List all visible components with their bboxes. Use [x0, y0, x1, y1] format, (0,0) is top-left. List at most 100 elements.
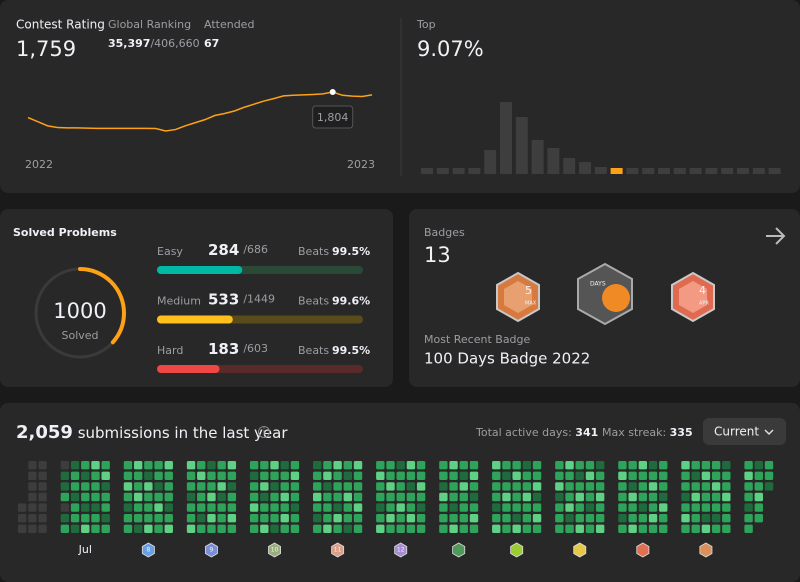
day-cell	[565, 503, 574, 512]
day-cell	[722, 524, 731, 533]
progress-bar	[157, 315, 233, 324]
day-cell	[290, 514, 300, 523]
difficulty-name: Easy	[157, 245, 183, 258]
attended: 67	[204, 37, 219, 50]
day-cell	[28, 524, 37, 533]
day-cell	[575, 524, 584, 533]
day-cell	[595, 492, 605, 502]
hist-bar	[626, 168, 639, 174]
day-cell	[144, 514, 153, 523]
day-cell	[638, 471, 648, 480]
day-cell	[154, 514, 163, 523]
progress-bar	[157, 365, 220, 373]
day-cell	[60, 503, 70, 512]
ranking: 35,397/406,660	[108, 37, 200, 50]
day-cell	[207, 514, 216, 523]
day-cell	[744, 482, 753, 491]
month-icon	[204, 542, 218, 558]
day-cell	[691, 471, 700, 480]
recent-label: Most Recent Badge	[424, 333, 531, 346]
day-cell	[575, 514, 584, 523]
day-cell	[469, 492, 479, 502]
day-cell	[754, 461, 763, 470]
day-cell	[396, 514, 405, 523]
day-cell	[502, 503, 511, 512]
total-value: /686	[243, 243, 268, 256]
day-cell	[681, 482, 690, 491]
day-cell	[154, 461, 163, 470]
day-cell	[207, 471, 216, 480]
day-cell	[186, 514, 196, 523]
day-cell	[207, 461, 216, 470]
day-cell	[595, 461, 605, 470]
day-cell	[754, 471, 763, 480]
day-cell	[575, 482, 584, 491]
day-cell	[575, 471, 584, 480]
day-cell	[595, 482, 605, 491]
day-cell	[449, 492, 458, 502]
day-cell	[648, 461, 658, 470]
day-cell	[459, 482, 468, 491]
hist-bar	[515, 117, 528, 174]
day-cell	[722, 471, 731, 480]
info-icon[interactable]	[258, 426, 270, 438]
day-cell	[744, 524, 753, 533]
day-cell	[502, 482, 511, 491]
solved-value: 533	[208, 290, 239, 308]
day-cell	[638, 482, 648, 491]
day-cell	[648, 524, 658, 533]
beats-label: Beats	[298, 295, 329, 308]
day-cell	[396, 492, 405, 502]
day-cell	[323, 503, 332, 512]
day-cell	[313, 503, 322, 512]
day-cell	[28, 514, 37, 523]
day-cell	[323, 524, 332, 533]
day-cell	[595, 514, 605, 523]
day-cell	[249, 503, 259, 512]
day-cell	[459, 461, 468, 470]
top-label: Top	[416, 18, 436, 31]
day-cell	[154, 503, 163, 512]
day-cell	[144, 461, 153, 470]
day-cell	[532, 461, 542, 470]
day-cell	[502, 524, 511, 533]
day-cell	[91, 482, 100, 491]
day-cell	[585, 503, 595, 512]
badges-arrow[interactable]	[766, 227, 786, 245]
day-cell	[28, 482, 37, 491]
day-cell	[681, 514, 690, 523]
day-cell	[343, 471, 353, 480]
difficulty-count: 284/686	[208, 241, 268, 259]
day-cell	[207, 482, 216, 491]
day-cell	[502, 514, 511, 523]
day-cell	[353, 503, 363, 512]
day-cell	[123, 514, 133, 523]
day-cell	[618, 503, 627, 512]
day-cell	[186, 524, 196, 533]
day-cell	[81, 524, 90, 533]
day-cell	[585, 461, 595, 470]
badge-3-text: 4	[699, 284, 706, 297]
hist-bar	[500, 102, 512, 174]
dropdown[interactable]: Current	[703, 418, 786, 445]
hist-bar	[658, 168, 670, 174]
day-cell	[711, 503, 721, 512]
day-cell	[618, 524, 627, 533]
day-cell	[217, 461, 226, 470]
day-cell	[469, 482, 479, 491]
dropdown-label[interactable]: Current	[714, 425, 759, 439]
day-cell	[522, 482, 532, 491]
day-cell	[144, 471, 153, 480]
day-cell	[227, 461, 237, 470]
day-cell	[555, 492, 564, 502]
day-cell	[459, 524, 468, 533]
day-cell	[260, 482, 269, 491]
day-cell	[681, 461, 690, 470]
day-cell	[343, 514, 353, 523]
day-cell	[227, 514, 237, 523]
day-cell	[260, 471, 269, 480]
month-label: 11	[334, 547, 342, 554]
day-cell	[416, 492, 426, 502]
hist-bar	[531, 140, 544, 174]
